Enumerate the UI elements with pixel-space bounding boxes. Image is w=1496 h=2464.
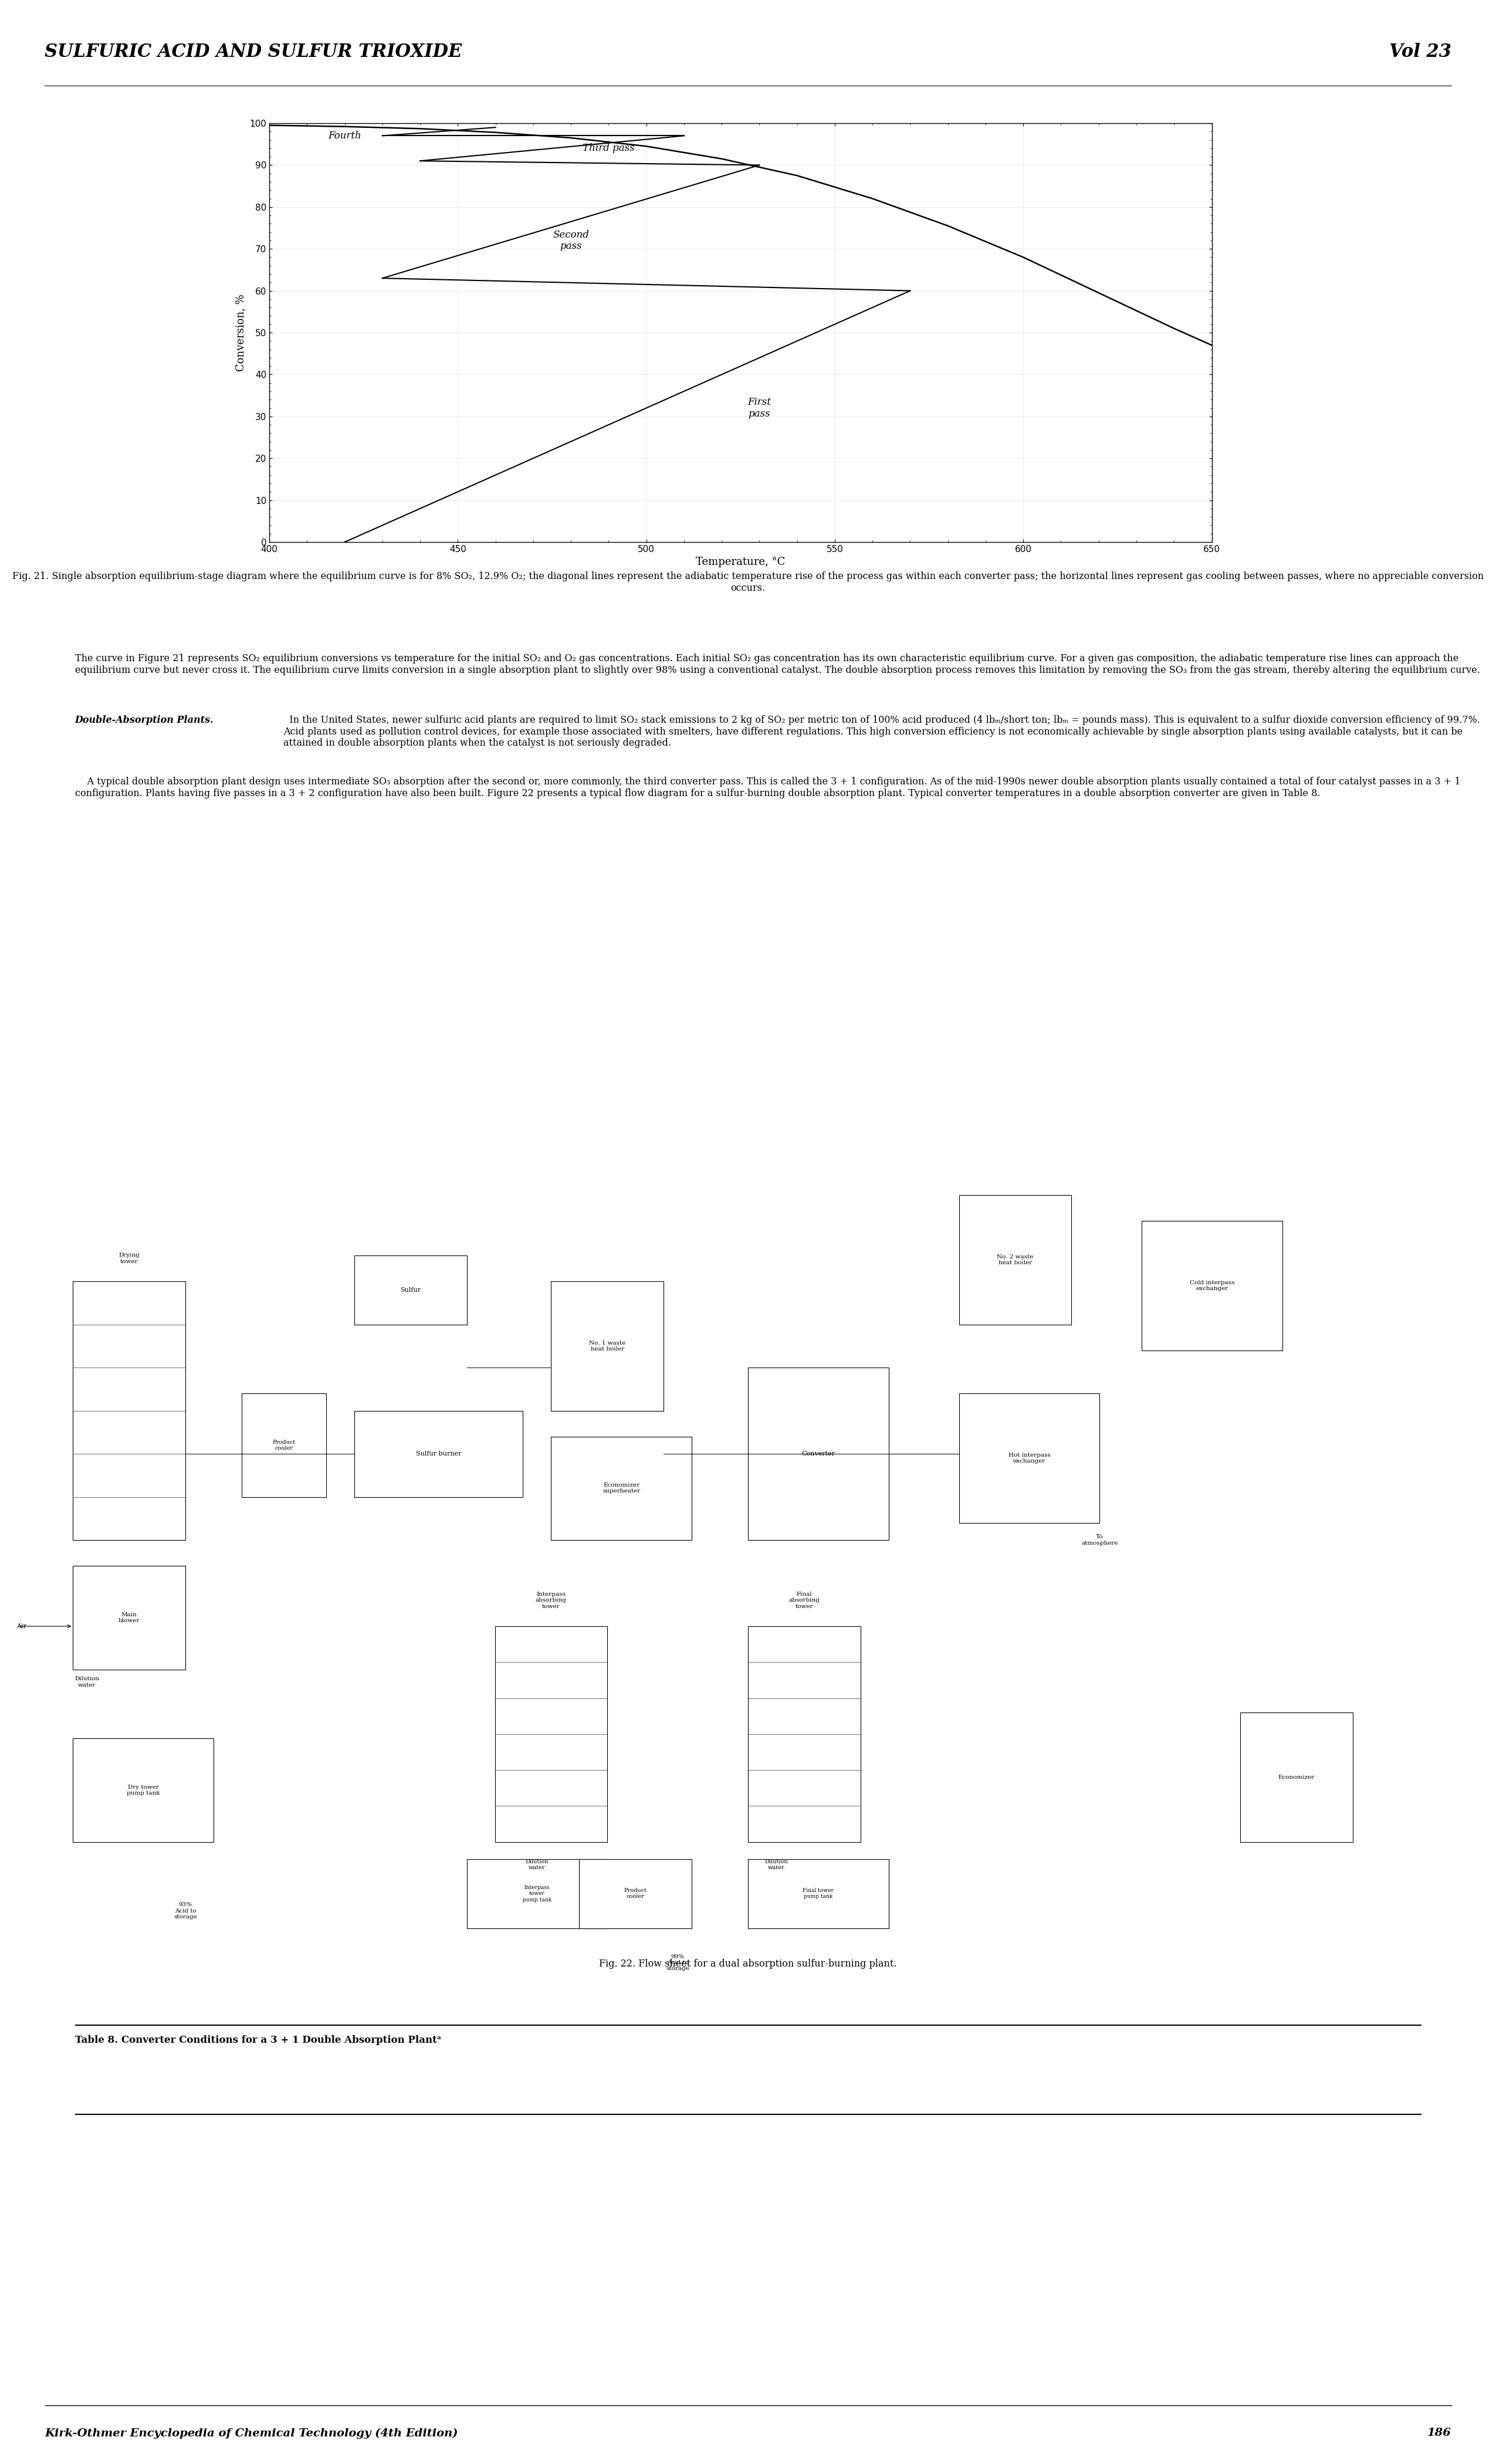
FancyBboxPatch shape xyxy=(1141,1220,1282,1350)
Text: Fig. 22. Flow sheet for a dual absorption sulfur-burning plant.: Fig. 22. Flow sheet for a dual absorptio… xyxy=(598,1959,898,1969)
Text: 186: 186 xyxy=(1427,2427,1451,2439)
Text: Dilution
water: Dilution water xyxy=(525,1860,549,1870)
Text: To
atmosphere: To atmosphere xyxy=(1082,1535,1118,1545)
Text: No. 2 waste
heat boiler: No. 2 waste heat boiler xyxy=(996,1254,1034,1266)
Text: Product
cooler: Product cooler xyxy=(624,1887,646,1900)
Y-axis label: Conversion, %: Conversion, % xyxy=(236,293,247,372)
Text: Dilution
water: Dilution water xyxy=(764,1860,788,1870)
Text: The curve in Figure 21 represents SO₂ equilibrium conversions vs temperature for: The curve in Figure 21 represents SO₂ eq… xyxy=(75,653,1480,675)
FancyBboxPatch shape xyxy=(551,1437,691,1540)
Text: Second
pass: Second pass xyxy=(552,229,589,251)
FancyBboxPatch shape xyxy=(959,1195,1071,1326)
Text: In the United States, newer sulfuric acid plants are required to limit SO₂ stack: In the United States, newer sulfuric aci… xyxy=(284,715,1480,749)
Text: Drying
tower: Drying tower xyxy=(118,1252,139,1264)
Text: First
pass: First pass xyxy=(748,397,770,419)
Text: Interpass
tower
pump tank: Interpass tower pump tank xyxy=(522,1885,552,1902)
Text: 93%
Acid to
storage: 93% Acid to storage xyxy=(174,1902,197,1919)
FancyBboxPatch shape xyxy=(748,1368,889,1540)
Text: A typical double absorption plant design uses intermediate SO₃ absorption after : A typical double absorption plant design… xyxy=(75,776,1460,798)
Text: Fourth: Fourth xyxy=(328,131,362,140)
FancyBboxPatch shape xyxy=(467,1860,607,1927)
Text: Final tower
pump tank: Final tower pump tank xyxy=(803,1887,833,1900)
Text: Final
absorbing
tower: Final absorbing tower xyxy=(788,1592,820,1609)
Text: Air: Air xyxy=(16,1624,27,1629)
Text: 99%
Acid to
storage: 99% Acid to storage xyxy=(666,1954,690,1971)
Bar xyxy=(748,1626,860,1843)
Text: Fig. 21. Single absorption equilibrium-stage diagram where the equilibrium curve: Fig. 21. Single absorption equilibrium-s… xyxy=(12,572,1484,594)
Text: Main
blower: Main blower xyxy=(118,1611,141,1624)
FancyBboxPatch shape xyxy=(551,1281,664,1409)
Text: No. 1 waste
heat boiler: No. 1 waste heat boiler xyxy=(589,1340,625,1353)
Text: Dilution
water: Dilution water xyxy=(75,1676,99,1688)
FancyBboxPatch shape xyxy=(355,1254,467,1326)
FancyBboxPatch shape xyxy=(1240,1712,1352,1843)
Text: Dry tower
pump tank: Dry tower pump tank xyxy=(127,1784,160,1796)
Text: Interpass
absorbing
tower: Interpass absorbing tower xyxy=(536,1592,567,1609)
FancyBboxPatch shape xyxy=(579,1860,691,1927)
Text: Double-Absorption Plants.: Double-Absorption Plants. xyxy=(75,715,214,724)
Text: Table 8. Converter Conditions for a 3 + 1 Double Absorption Plantᵃ: Table 8. Converter Conditions for a 3 + … xyxy=(75,2035,441,2045)
Text: SULFURIC ACID AND SULFUR TRIOXIDE: SULFURIC ACID AND SULFUR TRIOXIDE xyxy=(45,42,462,62)
X-axis label: Temperature, °C: Temperature, °C xyxy=(696,557,785,567)
Text: Cold interpass
exchanger: Cold interpass exchanger xyxy=(1189,1279,1234,1291)
Bar xyxy=(73,1281,186,1540)
Text: Vol 23: Vol 23 xyxy=(1388,42,1451,62)
Text: Third pass: Third pass xyxy=(582,143,634,153)
Text: Sulfur: Sulfur xyxy=(401,1286,420,1294)
Bar xyxy=(495,1626,607,1843)
Text: Sulfur burner: Sulfur burner xyxy=(416,1451,461,1456)
Text: Economizer
superheater: Economizer superheater xyxy=(603,1483,640,1493)
Text: Converter: Converter xyxy=(802,1451,835,1456)
FancyBboxPatch shape xyxy=(73,1567,186,1671)
FancyBboxPatch shape xyxy=(73,1740,214,1843)
Text: Kirk-Othmer Encyclopedia of Chemical Technology (4th Edition): Kirk-Othmer Encyclopedia of Chemical Tec… xyxy=(45,2427,458,2439)
Text: Hot interpass
exchanger: Hot interpass exchanger xyxy=(1008,1451,1050,1464)
FancyBboxPatch shape xyxy=(355,1409,524,1496)
Text: Economizer: Economizer xyxy=(1278,1774,1315,1779)
FancyBboxPatch shape xyxy=(959,1395,1100,1523)
Text: Product
cooler: Product cooler xyxy=(272,1439,295,1451)
FancyBboxPatch shape xyxy=(242,1395,326,1496)
FancyBboxPatch shape xyxy=(748,1860,889,1927)
